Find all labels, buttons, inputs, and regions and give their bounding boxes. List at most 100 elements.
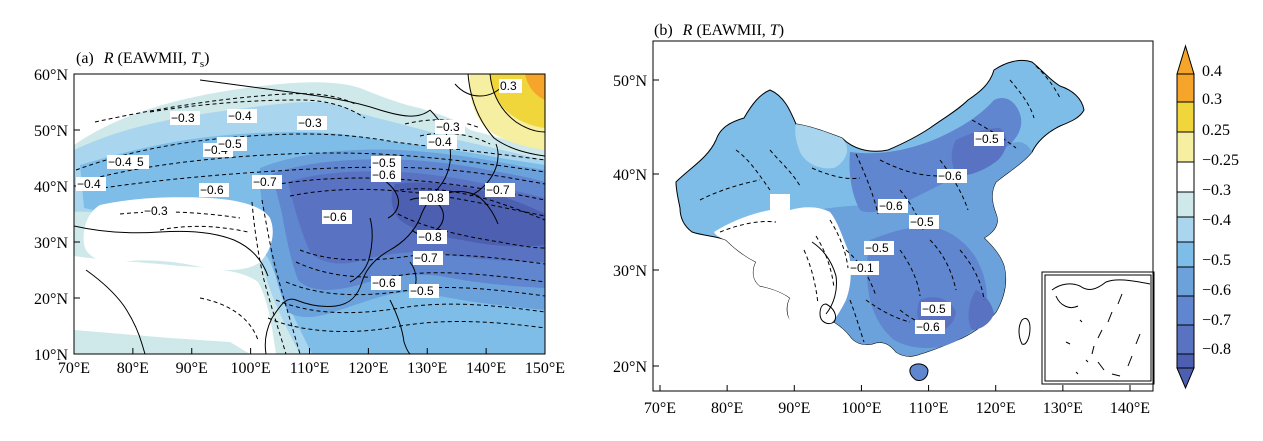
panel-a-label-bg [252,175,282,189]
colorbar-swatch [1176,295,1195,326]
panel-b-lat-axis: 50°N 40°N 30°N 20°N [613,73,659,376]
tibet-white [83,197,273,270]
panel-a-label-bg [297,116,327,130]
panel-a-lon-label: 110°E [290,360,330,377]
panel-a-lon-label: 150°E [525,360,565,377]
panel-a-contour-labels: −0.3−0.3−0.4−0.3−0.4−0.4−0.5−0.4−0.6−0.3… [76,79,522,298]
panel-a-label-bg [499,79,522,93]
panel-a-label-bg [217,137,247,151]
panel-a-label-bg [419,191,449,205]
panel-a-contour-label: −0.3 [436,120,460,134]
panel-a-contour-label: −0.5 [218,137,242,151]
panel-a-lon-label: 130°E [407,360,447,377]
panel-b-label-bg [849,261,879,275]
panel-a-contour-label: −0.5 [410,284,434,298]
panel-b-title: (b) R (EAWMII, T) [654,22,784,39]
panel-b-lat-label: 20°N [613,359,647,376]
panel-b-contour-label: −0.1 [850,261,874,275]
panel-a-contour-label: −0.6 [372,276,396,290]
taiwan [1018,317,1031,345]
china-light [795,124,848,169]
panel-b-lon-label: 130°E [1043,400,1083,417]
panel-b-lon-label: 100°E [841,400,881,417]
colorbar-swatch [1176,161,1195,193]
panel-a-lat-label: 50°N [34,123,68,140]
china-neg-06 [849,97,1022,213]
colorbar-swatch [1176,324,1195,355]
colorbar-swatch [1176,131,1195,163]
panel-a-label-bg [435,120,465,134]
panel-a-dashed-contours [75,93,545,354]
panel-a-label-bg [170,111,200,125]
panel-a-label-bg [485,183,515,197]
panel-a-solid-contours [467,74,545,157]
panel-a-contour-label: −0.7 [253,175,277,189]
colorbar-label: −0.4 [1202,212,1231,229]
china-neg-07b [968,290,994,330]
panel-b-label-bg [909,215,939,229]
panel-b-label-bg [921,302,951,316]
panel-a-contour-label: −0.5 [372,156,396,170]
panel-a-lat-label: 30°N [34,235,68,252]
colorbar-swatch [1176,241,1195,268]
panel-a-lon-label: 120°E [348,360,388,377]
panel-a-contour-label: −0.6 [323,210,347,224]
panel-a-label-bg [199,183,229,197]
colorbar-label: −0.3 [1202,182,1231,199]
panel-b-lon-label: 70°E [644,400,676,417]
panel-a-label-bg [76,177,106,191]
panel-b-lat-label: 30°N [613,263,647,280]
scs-inset [1041,271,1155,385]
colorbar-swatch [1176,191,1195,218]
colorbar-swatch [1176,266,1195,297]
colorbar-swatch [1176,101,1195,133]
china-white-tibet [714,194,851,338]
panel-a-label-bg [227,109,257,123]
panel-a-lat-label: 60°N [34,67,68,84]
panel-b-lon-label: 110°E [909,400,949,417]
panel-b-dashed-contours [699,65,1061,343]
colorbar-label: 0.4 [1202,63,1222,80]
panel-a-contour-label: −0.4 [428,135,452,149]
panel-a-contour-label: −0.4 [77,177,101,191]
panel-b-lon-label: 140°E [1110,400,1150,417]
panel-a-lon-label: 100°E [231,360,271,377]
panel-a-lon-label: 70°E [58,360,90,377]
panel-b-lon-axis: 70°E 80°E 90°E 100°E 110°E 120°E 130°E 140°E [644,385,1150,417]
panel-b-contour-label: −0.6 [938,169,962,183]
panel-a-lon-label: 80°E [117,360,149,377]
panel-a-label-bg [143,204,173,218]
shade-sea-light [74,330,250,354]
panel-b-lat-label: 40°N [613,167,647,184]
panel-a-lon-label: 140°E [466,360,506,377]
panel-a-lat-label: 40°N [34,179,68,196]
panel-a-lat-axis: 60°N 50°N 40°N 30°N 20°N 10°N [34,67,80,364]
panel-a-contour-label: −0.4 [108,155,132,169]
shade-pos-04 [525,74,545,100]
panel-a-contour-label: −0.7 [486,183,510,197]
panel-a-label-bg [371,276,401,290]
panel-a-contour-label: −0.8 [418,230,442,244]
colorbar: 0.4 0.3 0.25 −0.25 −0.3 −0.4 −0.5 −0.6 −0.7 −0.8 [1176,44,1239,390]
colorbar-swatch [1176,73,1195,103]
panel-b-contour-labels: −0.5 −0.6 −0.6 −0.5 −0.5 −0.1 −0.5 −0.6 [849,132,1004,334]
panel-a-lon-axis: 70°E 80°E 90°E 100°E 110°E 120°E 130°E 140°E 150… [58,348,565,377]
panel-a-label-bg [409,284,439,298]
colorbar-swatch [1176,353,1195,369]
panel-b-contour-label: −0.5 [975,132,999,146]
panel-a-contour-label: 0.3 [500,79,517,93]
panel-a-title: (a) R (EAWMII, Ts) [76,50,209,70]
colorbar-label: −0.7 [1202,312,1231,329]
panel-b-label-bg [915,320,945,334]
colorbar-label: −0.5 [1202,252,1231,269]
india-white [74,256,276,354]
panel-a-label-bg [371,168,401,182]
panel-a-contour-label: −0.3 [171,111,195,125]
panel-b-solid-contours [811,241,837,325]
panel-a-contour-label: −0.8 [420,191,444,205]
panel-a-label-bg [417,230,447,244]
panel-b-contour-label: −0.5 [910,215,934,229]
panel-a-lat-label: 20°N [34,291,68,308]
panel-b-contour-label: −0.6 [916,320,940,334]
panel-b-label-bg [937,169,967,183]
